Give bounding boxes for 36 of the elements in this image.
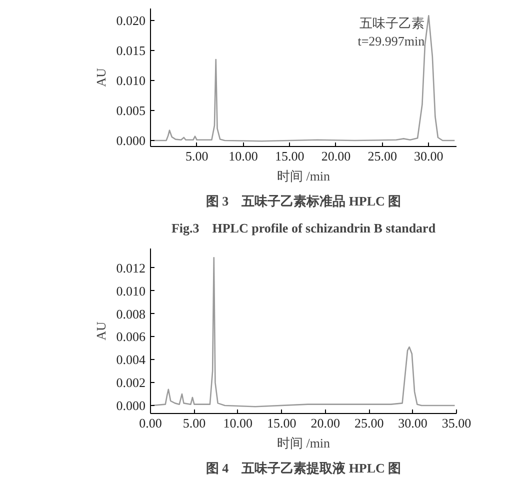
line-series <box>152 15 456 142</box>
x-axis-title: 时间 /min <box>276 168 331 184</box>
y-tick-label: 0.010 <box>116 73 146 88</box>
x-tick-label: 25.00 <box>354 416 384 430</box>
y-tick-label: 0.008 <box>116 306 146 322</box>
y-tick-label: 0.010 <box>116 283 146 298</box>
x-tick-label: 0.00 <box>139 416 162 430</box>
x-tick-label: 5.00 <box>185 148 208 164</box>
text: 图 4 五味子乙素提取液 HPLC 图 <box>206 460 402 476</box>
y-axis-title: AU <box>93 68 108 87</box>
x-tick-label: 30.00 <box>398 416 428 430</box>
x-tick-label: 25.00 <box>368 148 397 164</box>
x-tick-label: 20.00 <box>321 148 351 164</box>
text: 图 3 五味子乙素标准品 HPLC 图 <box>206 194 402 208</box>
y-tick-label: 0.004 <box>116 352 146 368</box>
x-tick-label: 35.00 <box>442 416 472 430</box>
x-tick-label: 20.00 <box>310 416 340 430</box>
x-tick-label: 10.00 <box>228 148 258 164</box>
y-tick-label: 0.006 <box>116 329 146 344</box>
y-tick-label: 0.020 <box>116 13 146 28</box>
y-tick-label: 0.000 <box>116 398 146 413</box>
x-axis-title: 时间 /min <box>276 436 331 450</box>
y-tick-label: 0.012 <box>116 260 146 276</box>
y-axis-title: AU <box>93 321 108 340</box>
y-tick-label: 0.005 <box>116 103 146 118</box>
text: Fig.3 HPLC profile of schizandrin B standard <box>171 220 436 236</box>
x-tick-label: 15.00 <box>274 148 304 164</box>
x-tick-label: 10.00 <box>223 416 253 430</box>
y-tick-label: 0.002 <box>116 375 146 390</box>
annotation: 五味子乙素 t=29.997min <box>358 16 426 49</box>
y-tick-label: 0.015 <box>116 43 146 58</box>
x-tick-label: 15.00 <box>267 416 296 430</box>
line-series <box>152 257 456 408</box>
y-tick-label: 0.000 <box>116 133 146 148</box>
x-tick-label: 30.00 <box>414 148 444 164</box>
x-tick-label: 5.00 <box>182 416 206 430</box>
